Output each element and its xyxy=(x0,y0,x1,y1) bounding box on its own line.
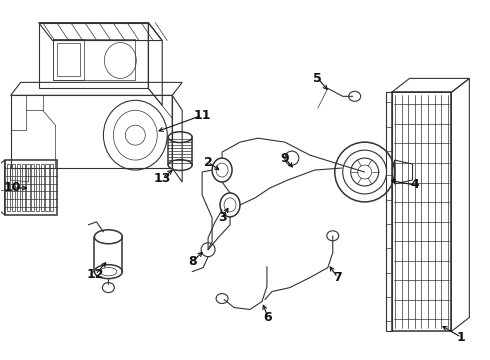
Text: 3: 3 xyxy=(218,211,226,224)
Text: 13: 13 xyxy=(153,171,171,185)
Bar xyxy=(46,164,49,211)
Text: 6: 6 xyxy=(264,311,272,324)
Bar xyxy=(41,164,44,211)
Text: 5: 5 xyxy=(314,72,322,85)
Text: 1: 1 xyxy=(457,331,466,344)
Text: 2: 2 xyxy=(204,156,213,168)
Bar xyxy=(31,164,34,211)
Bar xyxy=(26,164,29,211)
Bar xyxy=(392,92,451,332)
Bar xyxy=(36,164,39,211)
Bar xyxy=(22,164,24,211)
Bar xyxy=(5,160,56,215)
Bar xyxy=(50,164,53,211)
Bar xyxy=(386,92,392,332)
Bar xyxy=(7,164,10,211)
Text: 7: 7 xyxy=(333,271,342,284)
Text: 8: 8 xyxy=(188,255,196,268)
Bar xyxy=(56,42,80,76)
Text: 4: 4 xyxy=(410,179,419,192)
Text: 12: 12 xyxy=(87,268,104,281)
Text: 9: 9 xyxy=(281,152,289,165)
Bar xyxy=(52,39,84,80)
Text: 11: 11 xyxy=(194,109,211,122)
Bar xyxy=(17,164,20,211)
Text: 10: 10 xyxy=(4,181,22,194)
Bar xyxy=(12,164,15,211)
